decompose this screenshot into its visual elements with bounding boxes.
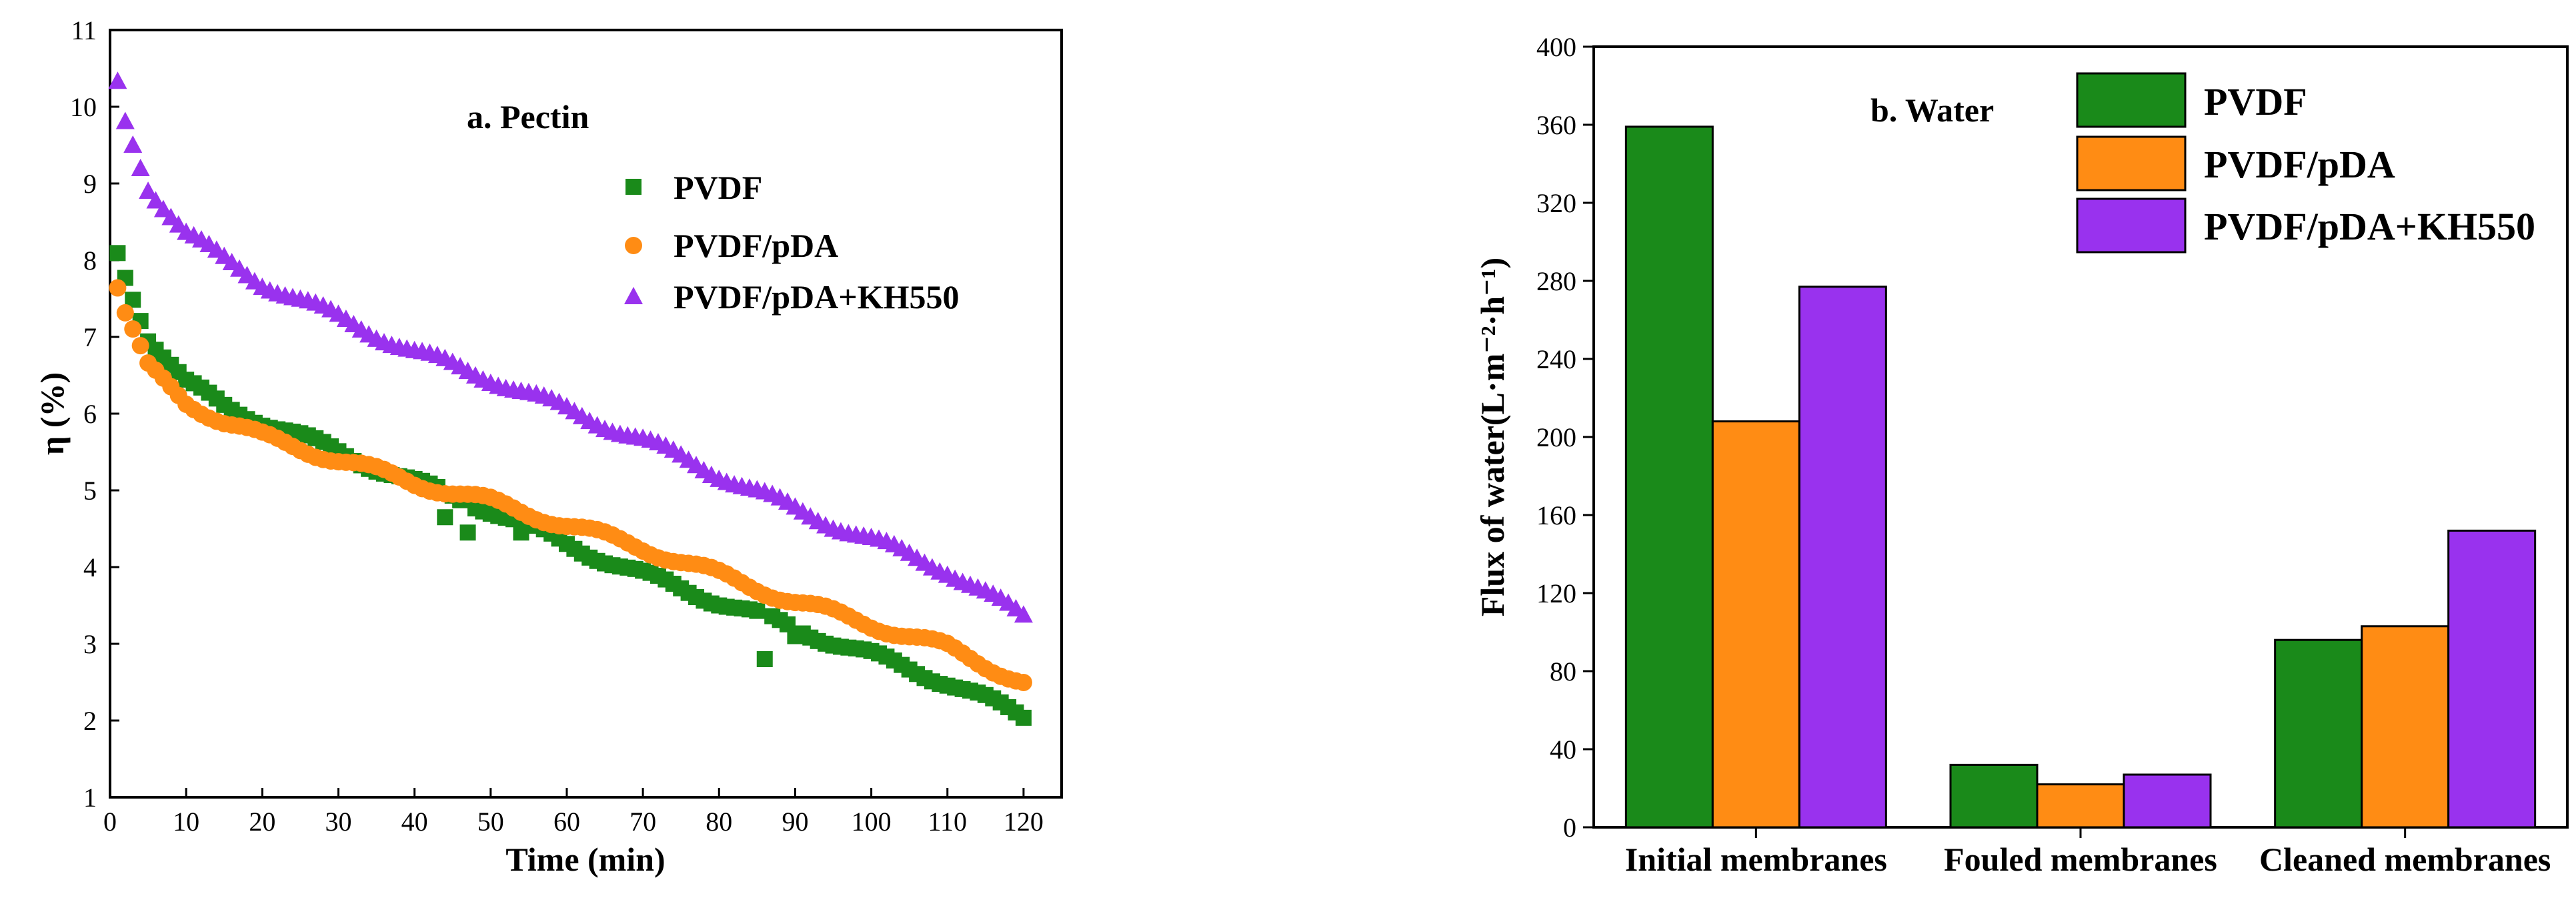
data-point-pvdf-pda-kh550 bbox=[139, 181, 158, 199]
y-tick-label: 4 bbox=[83, 552, 97, 582]
legend-swatch-pvdf-pda bbox=[2076, 135, 2187, 191]
data-point-pvdf-pda-kh550 bbox=[108, 71, 127, 89]
legend-swatch-pvdf bbox=[2076, 72, 2187, 128]
y-tick-label: 160 bbox=[1536, 500, 1576, 530]
y-tick-label: 320 bbox=[1536, 188, 1576, 218]
legend-label-pvdf: PVDF bbox=[674, 169, 762, 206]
pectin-scatter-chart: 0 10 20 30 40 50 60 70 80 90 100 110 120 1 2 3 4 5 6 7 8 9 10 1… bbox=[33, 15, 1063, 878]
y-tick-label: 40 bbox=[1550, 735, 1576, 765]
water-panel-label: b. Water bbox=[1870, 91, 1994, 129]
data-point-pvdf-pda bbox=[1014, 673, 1032, 691]
bar-pvdf bbox=[1624, 125, 1714, 829]
water-flux-bar-chart: 0 40 80 120 160 200 240 280 320 360 400 Initial mem… bbox=[1474, 32, 2569, 878]
y-tick-label: 6 bbox=[83, 399, 97, 429]
water-y-axis-label: Flux of water(L·m⁻²·h⁻¹) bbox=[1474, 258, 1511, 616]
legend-label-pvdf-pda-kh550: PVDF/pDA+KH550 bbox=[674, 278, 960, 316]
legend-text-pvdf: PVDF bbox=[2204, 80, 2307, 123]
x-tick-label: 110 bbox=[928, 807, 968, 837]
data-point-pvdf bbox=[459, 524, 476, 541]
pectin-y-axis-label: η (%) bbox=[33, 372, 71, 455]
x-tick-label: 20 bbox=[249, 807, 275, 837]
x-tick-label: 30 bbox=[325, 807, 351, 837]
x-tick-label: 10 bbox=[173, 807, 199, 837]
pectin-x-axis-label: Time (min) bbox=[505, 841, 665, 878]
pectin-axis-ticks: 0 10 20 30 40 50 60 70 80 90 100 110 120 1 2 3 4 5 6 7 8 9 10 1… bbox=[70, 15, 1044, 837]
y-tick-label: 8 bbox=[83, 246, 97, 276]
legend-marker-pvdf-pda-kh550 bbox=[624, 287, 643, 304]
y-tick-label: 80 bbox=[1550, 656, 1576, 687]
category-label: Initial membranes bbox=[1625, 841, 1887, 878]
data-point-pvdf-pda-kh550 bbox=[123, 135, 143, 153]
water-axis-ticks: 0 40 80 120 160 200 240 280 320 360 400 Initial mem… bbox=[1536, 32, 2551, 878]
data-point-pvdf-pda-kh550 bbox=[1014, 605, 1033, 623]
bar-pvdf-pda-kh550 bbox=[2123, 773, 2212, 829]
pectin-panel-label: a. Pectin bbox=[467, 98, 589, 135]
y-tick-label: 10 bbox=[70, 92, 97, 122]
water-legend: PVDF PVDF/pDA PVDF/pDA+KH550 bbox=[2076, 72, 2535, 254]
bar-pvdf bbox=[1949, 763, 2039, 829]
bar-pvdf bbox=[2274, 638, 2363, 829]
bar-pvdf-pda bbox=[1711, 420, 1800, 829]
pectin-data-points bbox=[108, 71, 1033, 726]
data-point-pvdf bbox=[437, 509, 453, 526]
bar-pvdf-pda-kh550 bbox=[2447, 529, 2537, 829]
legend-text-pvdf-pda: PVDF/pDA bbox=[2204, 143, 2395, 186]
y-tick-label: 280 bbox=[1536, 266, 1576, 296]
category-label: Cleaned membranes bbox=[2259, 841, 2551, 878]
y-tick-label: 2 bbox=[83, 706, 97, 736]
data-point-pvdf bbox=[1015, 709, 1032, 726]
y-tick-label: 120 bbox=[1536, 578, 1576, 608]
x-tick-label: 40 bbox=[401, 807, 428, 837]
x-tick-label: 90 bbox=[782, 807, 808, 837]
x-tick-label: 0 bbox=[103, 807, 117, 837]
data-point-pvdf bbox=[756, 651, 773, 667]
bar-pvdf-pda bbox=[2036, 783, 2125, 829]
y-tick-label: 3 bbox=[83, 629, 97, 659]
y-tick-label: 200 bbox=[1536, 422, 1576, 452]
y-tick-label: 7 bbox=[83, 322, 97, 352]
category-label: Fouled membranes bbox=[1944, 841, 2217, 878]
bar-pvdf-pda bbox=[2361, 625, 2450, 829]
y-tick-label: 1 bbox=[83, 783, 97, 813]
water-bars bbox=[1624, 125, 2537, 829]
x-tick-label: 50 bbox=[477, 807, 504, 837]
y-tick-label: 5 bbox=[83, 476, 97, 506]
x-tick-label: 80 bbox=[706, 807, 732, 837]
data-point-pvdf-pda-kh550 bbox=[115, 111, 135, 129]
data-point-pvdf bbox=[749, 602, 766, 619]
y-tick-label: 400 bbox=[1536, 32, 1576, 62]
data-point-pvdf-pda-kh550 bbox=[153, 199, 173, 217]
y-tick-label: 240 bbox=[1536, 344, 1576, 374]
data-point-pvdf bbox=[109, 245, 126, 262]
legend-marker-pvdf-pda bbox=[625, 237, 642, 254]
data-point-pvdf-pda bbox=[116, 304, 134, 322]
data-point-pvdf-pda bbox=[124, 320, 142, 338]
legend-swatch-pvdf-pda-kh550 bbox=[2076, 197, 2187, 254]
y-tick-label: 11 bbox=[71, 15, 97, 45]
x-tick-label: 60 bbox=[553, 807, 580, 837]
data-point-pvdf-pda-kh550 bbox=[131, 158, 150, 176]
data-point-pvdf-pda bbox=[131, 337, 149, 355]
legend-label-pvdf-pda: PVDF/pDA bbox=[674, 227, 838, 264]
x-tick-label: 100 bbox=[852, 807, 892, 837]
y-tick-label: 0 bbox=[1563, 813, 1576, 843]
x-tick-label: 120 bbox=[1004, 807, 1044, 837]
data-point-pvdf-pda-kh550 bbox=[146, 191, 165, 209]
y-tick-label: 360 bbox=[1536, 110, 1576, 140]
bar-pvdf-pda-kh550 bbox=[1798, 286, 1887, 829]
y-tick-label: 9 bbox=[83, 169, 97, 199]
pectin-legend: PVDF PVDF/pDA PVDF/pDA+KH550 bbox=[624, 169, 960, 316]
data-point-pvdf-pda bbox=[109, 279, 127, 297]
legend-marker-pvdf bbox=[625, 179, 641, 195]
x-tick-label: 70 bbox=[629, 807, 656, 837]
legend-text-pvdf-pda-kh550: PVDF/pDA+KH550 bbox=[2204, 205, 2535, 248]
